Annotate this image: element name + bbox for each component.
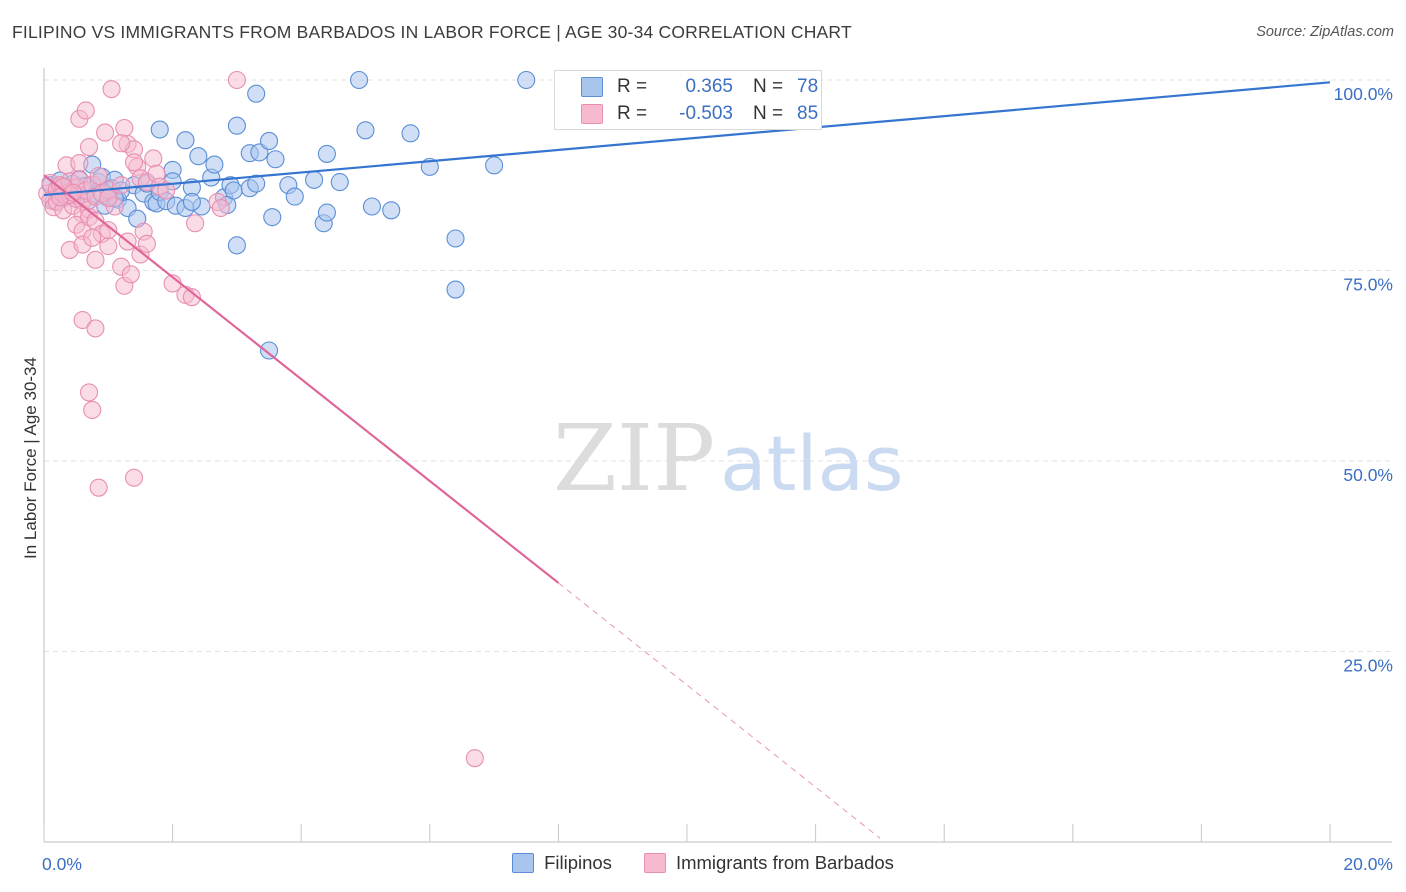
barbados-point bbox=[96, 123, 115, 142]
grid bbox=[44, 79, 1392, 652]
filipinos-point bbox=[247, 174, 266, 193]
legend-n-label: N = bbox=[753, 76, 784, 97]
filipinos-point bbox=[266, 150, 285, 169]
filipinos-point bbox=[362, 197, 381, 216]
y-tick-label: 25.0% bbox=[1343, 656, 1393, 676]
filipinos-point bbox=[382, 201, 401, 220]
legend-r-label: R = bbox=[617, 103, 648, 124]
barbados-point bbox=[99, 237, 118, 256]
x-tick-label: 0.0% bbox=[42, 854, 82, 874]
barbados-swatch bbox=[643, 853, 666, 873]
filipinos-point bbox=[356, 121, 375, 140]
filipinos-point bbox=[330, 173, 349, 192]
filipinos-label: Filipinos bbox=[544, 852, 612, 873]
barbados-point bbox=[211, 198, 230, 218]
legend-item-barbados[interactable]: Immigrants from Barbados bbox=[643, 852, 894, 874]
filipinos-point bbox=[182, 192, 201, 211]
x-tick-label: 20.0% bbox=[1343, 854, 1393, 874]
filipinos-point bbox=[317, 144, 336, 163]
filipinos-swatch bbox=[512, 853, 535, 873]
filipinos-point bbox=[259, 341, 279, 360]
y-tick-label: 50.0% bbox=[1343, 465, 1393, 485]
barbados-point bbox=[79, 383, 99, 402]
filipinos-point bbox=[517, 70, 536, 90]
legend-row-filipinos: R = 0.365 N = 78 bbox=[581, 75, 818, 99]
filipinos-point bbox=[446, 229, 465, 248]
filipinos-trend-line bbox=[43, 81, 1331, 197]
filipinos-point bbox=[317, 203, 336, 222]
filipinos-point bbox=[247, 84, 266, 103]
y-tick-label: 75.0% bbox=[1343, 275, 1393, 295]
chart-title: FILIPINO VS IMMIGRANTS FROM BARBADOS IN … bbox=[12, 22, 852, 42]
barbados-point bbox=[465, 749, 484, 768]
filipinos-point bbox=[259, 131, 279, 151]
legend-n-value: 85 bbox=[797, 103, 819, 124]
barbados-point bbox=[83, 400, 102, 419]
filipinos-point bbox=[205, 155, 224, 174]
filipinos-point bbox=[224, 181, 243, 200]
barbados-point bbox=[89, 478, 108, 497]
filipinos-point bbox=[263, 208, 282, 227]
legend-r-value: 0.365 bbox=[685, 76, 733, 97]
barbados-point bbox=[99, 221, 118, 240]
legend-r-value: -0.503 bbox=[679, 103, 733, 124]
watermark-zip: ZIP bbox=[553, 405, 715, 512]
filipinos-point bbox=[446, 280, 465, 299]
barbados-point bbox=[99, 189, 118, 208]
barbados-point bbox=[73, 310, 92, 330]
barbados-point bbox=[115, 118, 134, 138]
filipinos-point bbox=[227, 236, 246, 255]
filipinos-point bbox=[176, 131, 195, 150]
barbados-point bbox=[124, 468, 144, 487]
legend-item-filipinos[interactable]: Filipinos bbox=[512, 852, 612, 874]
series-legend: Filipinos Immigrants from Barbados bbox=[0, 852, 1406, 874]
y-axis-label: In Labor Force | Age 30-34 bbox=[21, 357, 40, 559]
filipinos-point bbox=[189, 147, 208, 166]
filipinos-point bbox=[150, 120, 169, 139]
legend-swatch-pink bbox=[581, 104, 603, 124]
barbados-point bbox=[144, 149, 163, 168]
legend-r-label: R = bbox=[617, 76, 648, 97]
watermark: ZIP atlas bbox=[553, 405, 904, 512]
barbados-points bbox=[38, 70, 484, 768]
filipinos-point bbox=[401, 124, 420, 143]
barbados-point bbox=[121, 265, 140, 284]
barbados-point bbox=[83, 228, 102, 247]
barbados-point bbox=[76, 101, 95, 120]
barbados-point bbox=[112, 176, 131, 195]
barbados-point bbox=[112, 134, 131, 153]
filipinos-point bbox=[350, 70, 369, 90]
stats-legend: R = 0.365 N = 78 R = -0.503 N = 85 bbox=[554, 70, 822, 130]
barbados-point bbox=[89, 166, 108, 186]
barbados-point bbox=[79, 138, 99, 157]
barbados-point bbox=[227, 70, 246, 90]
filipinos-point bbox=[227, 116, 246, 135]
filipinos-point bbox=[485, 156, 504, 175]
barbados-trend-line bbox=[43, 174, 560, 584]
filipinos-point bbox=[285, 187, 304, 206]
barbados-label: Immigrants from Barbados bbox=[675, 852, 894, 873]
barbados-point bbox=[86, 250, 105, 269]
barbados-point bbox=[157, 181, 176, 200]
watermark-atlas: atlas bbox=[720, 419, 904, 508]
barbados-point bbox=[182, 288, 201, 307]
legend-n-value: 78 bbox=[797, 76, 819, 97]
tick-labels: 100.0% 75.0% 50.0% 25.0% 0.0% 20.0% bbox=[42, 84, 1393, 874]
barbados-point bbox=[86, 319, 105, 338]
source-label: Source: ZipAtlas.com bbox=[1256, 24, 1394, 40]
barbados-point bbox=[186, 214, 205, 233]
barbados-point bbox=[102, 80, 121, 99]
trend-lines bbox=[43, 81, 1331, 839]
legend-swatch-blue bbox=[581, 77, 603, 97]
barbados-point bbox=[137, 234, 156, 253]
legend-row-barbados: R = -0.503 N = 85 bbox=[581, 102, 818, 126]
legend-n-label: N = bbox=[753, 103, 784, 124]
barbados-point bbox=[70, 154, 89, 173]
barbados-point bbox=[124, 153, 144, 172]
y-tick-label: 100.0% bbox=[1334, 84, 1393, 104]
filipinos-point bbox=[305, 170, 324, 189]
barbados-trend-extension bbox=[558, 582, 881, 839]
